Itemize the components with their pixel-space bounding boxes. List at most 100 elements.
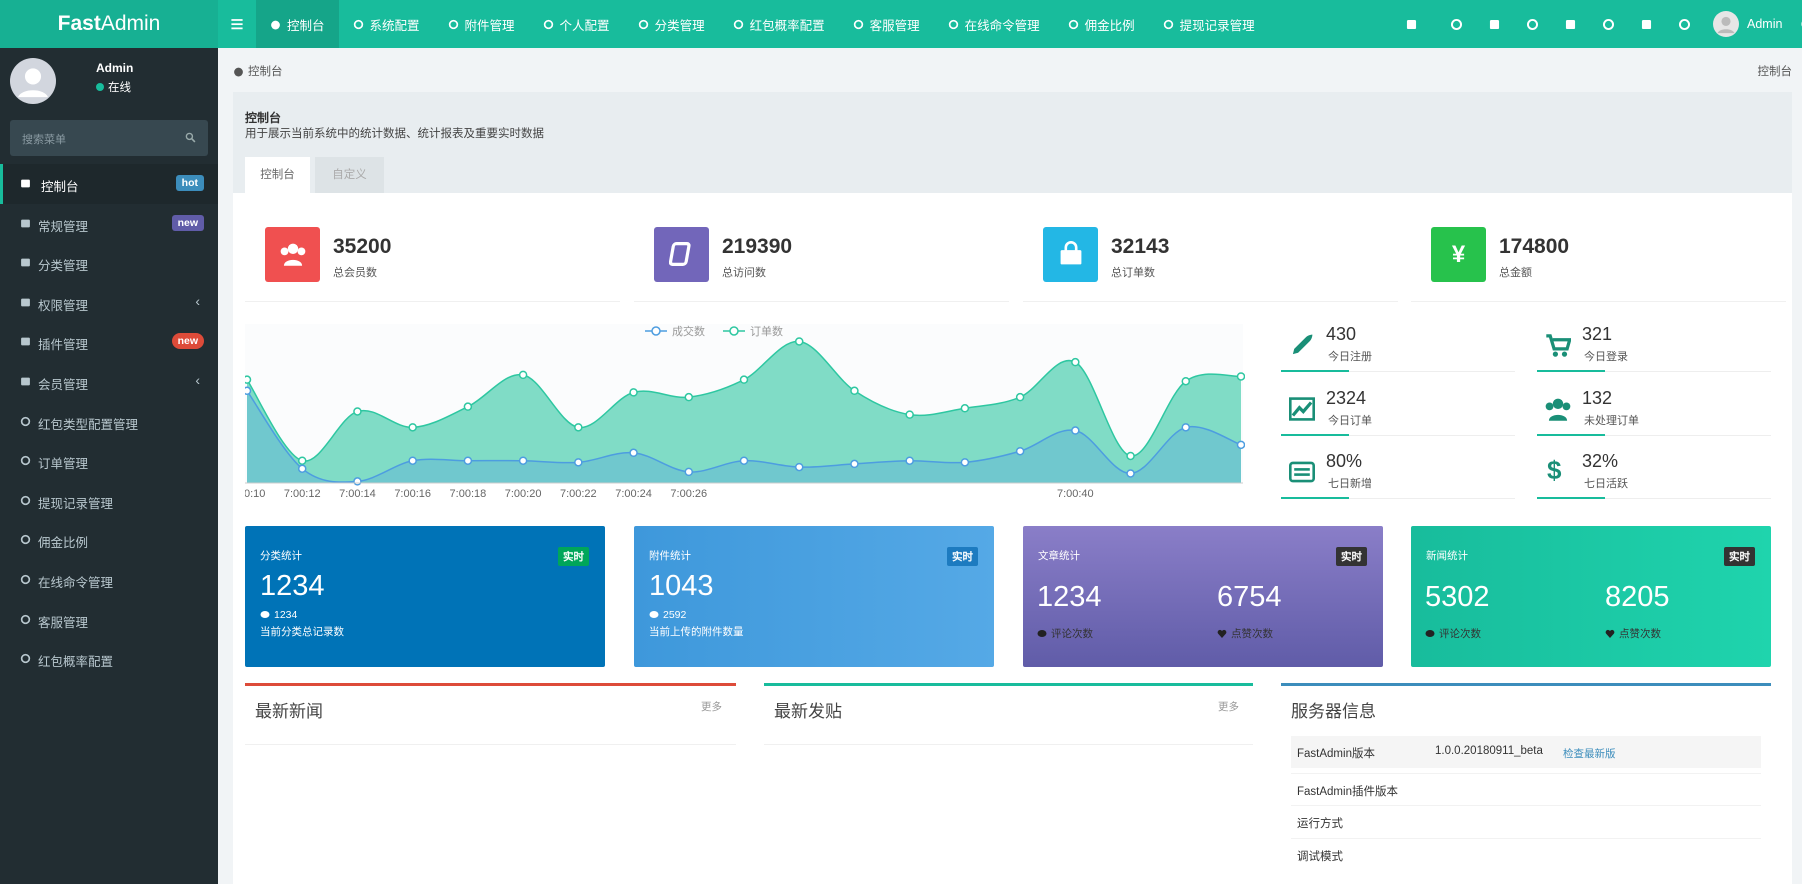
icon xyxy=(185,132,196,143)
nav-item[interactable]: 分类管理 xyxy=(624,0,719,48)
icon xyxy=(1289,461,1315,483)
logo-bold: Fast xyxy=(57,12,101,35)
icon xyxy=(649,611,659,618)
menu-label: 在线命令管理 xyxy=(38,576,114,590)
tab[interactable]: 控制台 xyxy=(245,157,310,193)
menu-item[interactable]: 客服管理 xyxy=(0,600,218,640)
nav-item[interactable]: 红包概率配置 xyxy=(719,0,839,48)
icon xyxy=(1546,334,1571,357)
box-value: 6754 xyxy=(1217,581,1282,613)
nav-item[interactable]: 佣金比例 xyxy=(1054,0,1149,48)
nav-item[interactable]: 控制台 xyxy=(256,0,339,48)
point xyxy=(518,456,528,465)
menu-item[interactable]: 佣金比例 xyxy=(0,520,218,560)
point xyxy=(408,456,417,465)
point xyxy=(245,386,252,396)
mini-stat-label: 今日订单 xyxy=(1328,414,1372,427)
icon xyxy=(543,19,553,29)
point xyxy=(684,467,694,477)
menu-item[interactable]: 权限管理 ‹ xyxy=(0,283,218,323)
icon xyxy=(1425,629,1435,637)
nav-item[interactable]: 个人配置 xyxy=(529,0,624,48)
icon xyxy=(1068,19,1078,29)
sidebar-toggle[interactable] xyxy=(218,0,256,48)
icon xyxy=(234,67,243,76)
info-link[interactable]: 检查最新版 xyxy=(1563,748,1616,760)
nav-label: 佣金比例 xyxy=(1084,18,1135,33)
toolbar-button[interactable] xyxy=(1437,0,1475,48)
icon xyxy=(1489,19,1499,29)
toolbar-button[interactable] xyxy=(1551,0,1589,48)
point xyxy=(960,458,970,467)
news-panel: 最新发贴 更多 xyxy=(764,683,1253,745)
icon xyxy=(1289,396,1315,421)
legend-item: 订单数 xyxy=(723,325,783,338)
point xyxy=(1015,392,1025,402)
point xyxy=(463,402,473,411)
status-dot xyxy=(96,83,104,91)
menu-item[interactable]: 订单管理 xyxy=(0,441,218,481)
toolbar-button[interactable] xyxy=(1589,0,1627,48)
box-title: 附件统计 xyxy=(649,550,691,562)
toolbar-button[interactable] xyxy=(1627,0,1665,48)
menu-label: 分类管理 xyxy=(38,259,89,274)
user-menu[interactable]: Admin xyxy=(1703,0,1792,48)
icon xyxy=(1037,629,1047,637)
stat-label: 总访问数 xyxy=(722,267,766,279)
nav-item[interactable]: 附件管理 xyxy=(434,0,529,48)
nav-label: 分类管理 xyxy=(654,18,705,33)
menu-label: 红包类型配置管理 xyxy=(38,417,139,432)
menu-item[interactable]: 在线命令管理 xyxy=(0,560,218,600)
panel-description: 用于展示当前系统中的统计数据、统计报表及重要实时数据 xyxy=(245,128,544,140)
menu-item[interactable]: 控制台 hot xyxy=(0,164,218,204)
nav-item[interactable]: 客服管理 xyxy=(839,0,934,48)
menu-item[interactable]: 常规管理 new xyxy=(0,204,218,244)
toolbar-button[interactable] xyxy=(1475,0,1513,48)
menu-item[interactable]: 会员管理 ‹ xyxy=(0,362,218,402)
icon xyxy=(21,179,30,188)
logo[interactable]: FastAdmin xyxy=(0,0,218,48)
toolbar-button[interactable] xyxy=(1665,0,1703,48)
mini-stat-bar xyxy=(1281,433,1349,436)
panel-box-title: 最新新闻 xyxy=(255,702,323,721)
breadcrumb[interactable]: 控制台 xyxy=(233,63,283,79)
x-tick-label: 7:00:14 xyxy=(339,488,376,500)
box-sub: 1234 xyxy=(260,609,297,621)
menu-item[interactable]: 插件管理 new xyxy=(0,322,218,362)
icon xyxy=(260,611,270,618)
mini-stat-value: 132 xyxy=(1582,387,1613,408)
box-item-text: 评论次数 xyxy=(1051,628,1093,640)
icon xyxy=(668,241,691,267)
icon xyxy=(448,19,458,29)
icon xyxy=(21,219,30,227)
box-badge: 实时 xyxy=(1336,547,1367,566)
nav-item[interactable]: 在线命令管理 xyxy=(934,0,1054,48)
menu-label: 控制台 xyxy=(41,180,79,194)
stat-card: ¥174800 总金额 xyxy=(1411,216,1786,302)
menu-item[interactable]: 红包概率配置 xyxy=(0,639,218,679)
more-link[interactable]: 更多 xyxy=(701,701,722,713)
tab[interactable]: 自定义 xyxy=(315,157,384,193)
point xyxy=(794,462,804,472)
box-desc: 当前分类总记录数 xyxy=(260,626,344,638)
point xyxy=(574,458,583,467)
nav-item[interactable]: 系统配置 xyxy=(339,0,434,48)
toolbar-button[interactable] xyxy=(1513,0,1551,48)
menu-item[interactable]: 红包类型配置管理 xyxy=(0,402,218,442)
info-label: FastAdmin版本 xyxy=(1297,748,1375,760)
icon xyxy=(1406,19,1416,29)
nav-item[interactable]: 提现记录管理 xyxy=(1149,0,1269,48)
search-box[interactable]: 搜索菜单 xyxy=(10,120,208,156)
more-link[interactable]: 更多 xyxy=(1218,701,1239,713)
menu-item[interactable]: 分类管理 xyxy=(0,243,218,283)
x-tick-label: 7:00:40 xyxy=(1057,488,1094,500)
stat-value: 35200 xyxy=(333,235,392,258)
icon xyxy=(21,338,30,346)
icon xyxy=(1678,18,1690,30)
toolbar-button[interactable] xyxy=(1385,0,1437,48)
info-row: FastAdmin版本 1.0.0.20180911_beta 检查最新版 xyxy=(1291,736,1761,768)
menu-label: 权限管理 xyxy=(38,298,89,313)
search-placeholder: 搜索菜单 xyxy=(22,134,66,146)
menu-item[interactable]: 提现记录管理 xyxy=(0,481,218,521)
mini-stat-icon: $ xyxy=(1547,455,1562,485)
